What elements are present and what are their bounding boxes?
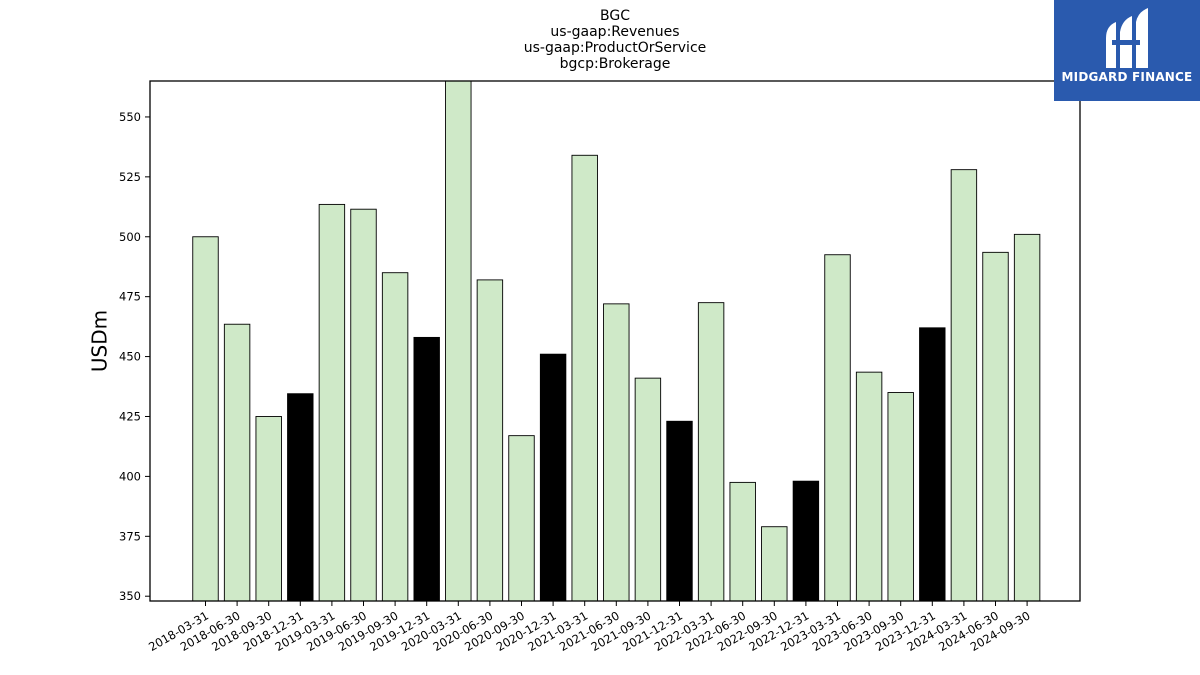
bar-2018-03-31	[192, 236, 219, 602]
midgard-logo-icon	[1106, 8, 1148, 68]
bar-2019-09-30	[381, 272, 409, 602]
bar-2023-06-30	[855, 371, 883, 602]
bar-2018-12-31	[287, 393, 314, 602]
y-tick-label: 375	[119, 529, 141, 543]
bar-2022-03-31	[697, 302, 725, 602]
bar-2018-09-30	[255, 416, 282, 602]
bar-2018-06-30	[223, 323, 251, 602]
x-axis: 2018-03-312018-06-302018-09-302018-12-31…	[146, 601, 1033, 654]
y-axis-label: USDm	[88, 310, 112, 372]
bar-2020-03-31	[445, 80, 472, 602]
bar-2019-03-31	[318, 203, 346, 602]
brand-logo: MIDGARD FINANCE	[1054, 0, 1200, 101]
bar-2020-06-30	[476, 279, 504, 602]
chart-title-line: bgcp:Brokerage	[560, 56, 671, 72]
y-tick-label: 550	[119, 110, 141, 124]
bar-2019-12-31	[413, 336, 440, 602]
chart-title-line: us-gaap:ProductOrService	[524, 40, 707, 56]
bar-2023-03-31	[824, 254, 851, 602]
bar-2023-09-30	[887, 392, 914, 602]
bar-2022-09-30	[761, 526, 788, 602]
bar-2024-09-30	[1013, 233, 1041, 602]
y-tick-label: 500	[119, 230, 141, 244]
chart-title-line: BGC	[600, 8, 630, 24]
bar-2024-06-30	[982, 251, 1009, 602]
bar-2021-12-31	[666, 420, 693, 602]
bar-2021-06-30	[603, 303, 630, 602]
bar-2021-09-30	[634, 377, 662, 602]
y-tick-label: 450	[119, 350, 141, 364]
y-tick-label: 350	[119, 589, 141, 603]
bar-2022-12-31	[792, 480, 820, 602]
bar-2022-06-30	[729, 481, 756, 602]
bar-2024-03-31	[950, 169, 978, 602]
y-tick-label: 400	[119, 469, 141, 483]
bar-2020-12-31	[539, 353, 567, 602]
bar-2020-09-30	[508, 435, 535, 602]
chart-title-line: us-gaap:Revenues	[550, 24, 679, 40]
bar-2023-12-31	[919, 327, 946, 602]
y-tick-label: 425	[119, 409, 141, 423]
chart-title: BGCus-gaap:Revenuesus-gaap:ProductOrServ…	[524, 8, 707, 72]
bar-2021-03-31	[571, 154, 598, 602]
y-tick-label: 525	[119, 170, 141, 184]
plot-frame	[149, 80, 1081, 602]
y-tick-label: 475	[119, 290, 141, 304]
logo-text: MIDGARD FINANCE	[1061, 70, 1193, 84]
y-axis: 350 375 400 425 450 475 500 525 550	[119, 110, 150, 603]
bar-2019-06-30	[350, 208, 377, 602]
bars-group	[192, 80, 1041, 602]
